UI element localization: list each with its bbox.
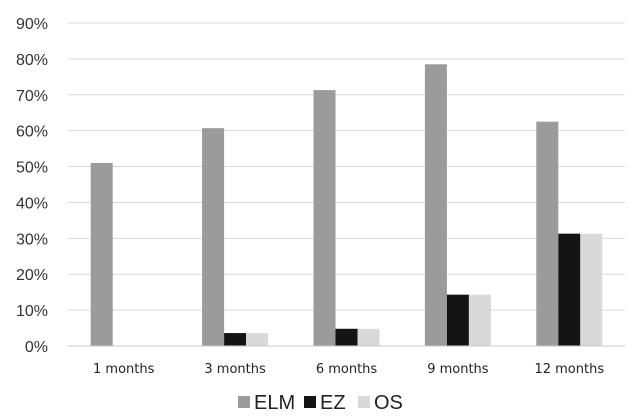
y-tick-label: 30% <box>16 231 48 248</box>
y-tick-label: 60% <box>16 124 48 141</box>
x-tick-label: 9 months <box>427 362 489 377</box>
y-tick-label: 80% <box>16 52 48 69</box>
y-tick-label: 0% <box>25 339 48 356</box>
bar-ez <box>335 328 358 346</box>
legend-swatch-elm <box>238 396 250 408</box>
x-tick-label: 1 months <box>93 362 155 377</box>
x-tick-label: 6 months <box>316 362 378 377</box>
bar-ez <box>558 233 581 346</box>
gridlines <box>68 22 625 311</box>
x-tick-label: 3 months <box>204 362 266 377</box>
bar-elm <box>202 128 225 346</box>
y-tick-label: 20% <box>16 267 48 284</box>
legend-label-os: OS <box>374 392 403 414</box>
legend: ELM EZ OS <box>238 392 403 414</box>
bar-elm <box>536 121 559 346</box>
y-tick-label: 10% <box>16 303 48 320</box>
bar-elm <box>90 162 113 346</box>
bar-os <box>580 233 603 346</box>
legend-swatch-os <box>358 396 370 408</box>
bar-elm <box>313 90 336 347</box>
bar-elm <box>424 64 447 347</box>
y-axis: 0% 10% 20% 30% 40% 50% 60% 70% 80% 90% <box>16 16 48 356</box>
bar-os <box>468 294 491 346</box>
x-axis: 1 months 3 months 6 months 9 months 12 month… <box>68 345 625 377</box>
y-tick-label: 50% <box>16 160 48 177</box>
legend-swatch-ez <box>304 396 316 408</box>
x-tick-label: 12 months <box>534 362 604 377</box>
y-tick-label: 70% <box>16 88 48 105</box>
legend-label-ez: EZ <box>320 392 346 414</box>
y-tick-label: 90% <box>16 16 48 33</box>
bar-ez <box>446 294 469 346</box>
bar-ez <box>224 333 247 346</box>
bar-os <box>246 333 269 346</box>
y-tick-label: 40% <box>16 195 48 212</box>
bar-os <box>357 328 380 346</box>
bars <box>90 64 603 347</box>
legend-label-elm: ELM <box>254 392 295 414</box>
